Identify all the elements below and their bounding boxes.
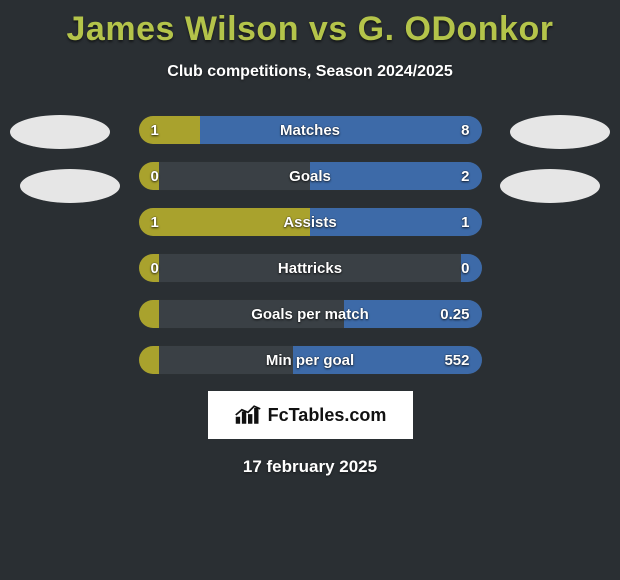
page-title: James Wilson vs G. ODonkor xyxy=(0,0,620,49)
stat-row: 18Matches xyxy=(138,115,483,145)
stat-row: 552Min per goal xyxy=(138,345,483,375)
stat-label: Hattricks xyxy=(139,254,482,282)
stat-label: Goals per match xyxy=(139,300,482,328)
bar-chart-icon xyxy=(234,403,262,427)
stat-row: 02Goals xyxy=(138,161,483,191)
subtitle: Club competitions, Season 2024/2025 xyxy=(0,63,620,81)
stat-row: 0.25Goals per match xyxy=(138,299,483,329)
avatar-left-top xyxy=(10,115,110,149)
stat-label: Assists xyxy=(139,208,482,236)
avatar-left-bottom xyxy=(20,169,120,203)
stat-label: Min per goal xyxy=(139,346,482,374)
stat-label: Matches xyxy=(139,116,482,144)
watermark-text: FcTables.com xyxy=(268,405,387,426)
avatar-right-top xyxy=(510,115,610,149)
stat-row: 11Assists xyxy=(138,207,483,237)
stat-row: 00Hattricks xyxy=(138,253,483,283)
avatar-right-bottom xyxy=(500,169,600,203)
stats-area: 18Matches 02Goals 11Assists 00Hattricks 0.25… xyxy=(0,115,620,375)
date-text: 17 february 2025 xyxy=(0,457,620,477)
watermark: FcTables.com xyxy=(208,391,413,439)
stat-rows: 18Matches 02Goals 11Assists 00Hattricks 0.25… xyxy=(138,115,483,375)
stat-label: Goals xyxy=(139,162,482,190)
